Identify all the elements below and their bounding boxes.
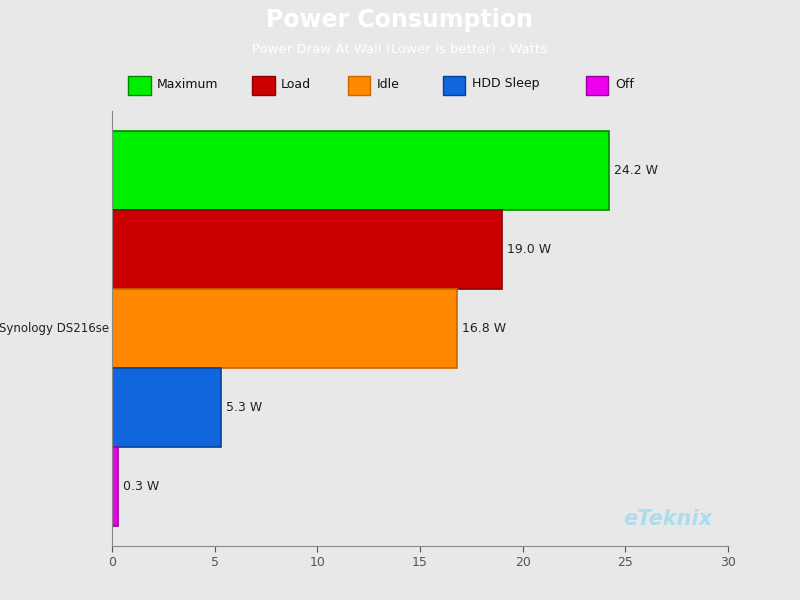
Text: Power Draw At Wall (Lower is better) - Watts: Power Draw At Wall (Lower is better) - W… (253, 43, 547, 56)
Bar (112, 368, 221, 447)
Text: Load: Load (282, 77, 311, 91)
Text: 24.2 W: 24.2 W (614, 164, 658, 177)
Bar (112, 289, 457, 368)
Text: eTeknix: eTeknix (623, 509, 713, 529)
Text: 0.3 W: 0.3 W (123, 480, 159, 493)
Text: 5.3 W: 5.3 W (226, 401, 262, 414)
Bar (348, 76, 370, 94)
Text: Maximum: Maximum (157, 77, 218, 91)
Text: 19.0 W: 19.0 W (507, 243, 551, 256)
Text: 16.8 W: 16.8 W (462, 322, 506, 335)
Bar (253, 76, 275, 94)
Text: Synology DS216se: Synology DS216se (0, 322, 109, 335)
Text: Power Consumption: Power Consumption (266, 8, 534, 32)
Bar (128, 76, 150, 94)
Bar (112, 131, 609, 210)
Text: Off: Off (615, 77, 634, 91)
Text: Idle: Idle (377, 77, 399, 91)
Bar (112, 210, 502, 289)
Text: HDD Sleep: HDD Sleep (472, 77, 539, 91)
Bar (586, 76, 608, 94)
Bar (112, 447, 118, 526)
Bar (443, 76, 466, 94)
